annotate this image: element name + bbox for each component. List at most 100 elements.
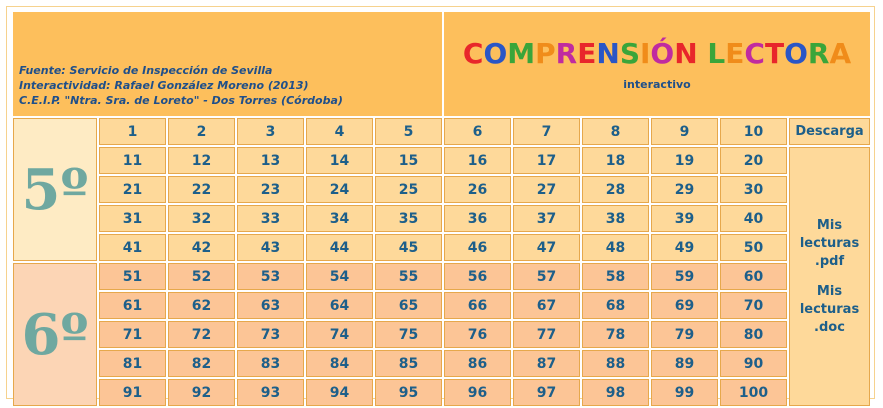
reading-link[interactable]: 56: [444, 263, 511, 290]
reading-link[interactable]: 44: [306, 234, 373, 261]
reading-link[interactable]: 4: [306, 118, 373, 145]
reading-link[interactable]: 34: [306, 205, 373, 232]
reading-link[interactable]: 51: [99, 263, 166, 290]
reading-link[interactable]: 99: [651, 379, 718, 406]
reading-link[interactable]: 91: [99, 379, 166, 406]
reading-link[interactable]: 31: [99, 205, 166, 232]
reading-link[interactable]: 58: [582, 263, 649, 290]
reading-link[interactable]: 36: [444, 205, 511, 232]
reading-link[interactable]: 49: [651, 234, 718, 261]
reading-link[interactable]: 90: [720, 350, 787, 377]
reading-link[interactable]: 84: [306, 350, 373, 377]
reading-link[interactable]: 52: [168, 263, 235, 290]
reading-link[interactable]: 64: [306, 292, 373, 319]
reading-link[interactable]: 94: [306, 379, 373, 406]
reading-link[interactable]: 53: [237, 263, 304, 290]
reading-link[interactable]: 68: [582, 292, 649, 319]
reading-link[interactable]: 15: [375, 147, 442, 174]
reading-link[interactable]: 61: [99, 292, 166, 319]
reading-link[interactable]: 28: [582, 176, 649, 203]
reading-link[interactable]: 81: [99, 350, 166, 377]
reading-link[interactable]: 46: [444, 234, 511, 261]
reading-link[interactable]: 13: [237, 147, 304, 174]
reading-link[interactable]: 33: [237, 205, 304, 232]
reading-link[interactable]: 30: [720, 176, 787, 203]
reading-link[interactable]: 71: [99, 321, 166, 348]
reading-link[interactable]: 40: [720, 205, 787, 232]
reading-link[interactable]: 21: [99, 176, 166, 203]
reading-link[interactable]: 41: [99, 234, 166, 261]
reading-link[interactable]: 25: [375, 176, 442, 203]
reading-link[interactable]: 32: [168, 205, 235, 232]
reading-link[interactable]: 66: [444, 292, 511, 319]
reading-link[interactable]: 1: [99, 118, 166, 145]
reading-link[interactable]: 93: [237, 379, 304, 406]
reading-link[interactable]: 45: [375, 234, 442, 261]
reading-link[interactable]: 43: [237, 234, 304, 261]
download-link[interactable]: Mis lecturas .doc: [800, 283, 860, 337]
reading-link[interactable]: 3: [237, 118, 304, 145]
reading-link[interactable]: 82: [168, 350, 235, 377]
reading-link[interactable]: 63: [237, 292, 304, 319]
reading-link[interactable]: 48: [582, 234, 649, 261]
reading-link[interactable]: 76: [444, 321, 511, 348]
reading-link[interactable]: 50: [720, 234, 787, 261]
reading-link[interactable]: 87: [513, 350, 580, 377]
reading-link[interactable]: 16: [444, 147, 511, 174]
reading-link[interactable]: 57: [513, 263, 580, 290]
reading-link[interactable]: 20: [720, 147, 787, 174]
reading-link[interactable]: 85: [375, 350, 442, 377]
reading-link[interactable]: 62: [168, 292, 235, 319]
reading-link[interactable]: 23: [237, 176, 304, 203]
reading-link[interactable]: 14: [306, 147, 373, 174]
reading-link[interactable]: 83: [237, 350, 304, 377]
reading-link[interactable]: 27: [513, 176, 580, 203]
reading-link[interactable]: 70: [720, 292, 787, 319]
reading-link[interactable]: 73: [237, 321, 304, 348]
reading-link[interactable]: 9: [651, 118, 718, 145]
reading-link[interactable]: 18: [582, 147, 649, 174]
reading-link[interactable]: 6: [444, 118, 511, 145]
reading-link[interactable]: 2: [168, 118, 235, 145]
reading-link[interactable]: 89: [651, 350, 718, 377]
reading-link[interactable]: 78: [582, 321, 649, 348]
reading-link[interactable]: 39: [651, 205, 718, 232]
reading-link[interactable]: 97: [513, 379, 580, 406]
reading-link[interactable]: 88: [582, 350, 649, 377]
reading-link[interactable]: 22: [168, 176, 235, 203]
reading-link[interactable]: 77: [513, 321, 580, 348]
reading-link[interactable]: 38: [582, 205, 649, 232]
reading-link[interactable]: 59: [651, 263, 718, 290]
download-link[interactable]: Mis lecturas .pdf: [800, 217, 860, 271]
reading-link[interactable]: 98: [582, 379, 649, 406]
reading-link[interactable]: 95: [375, 379, 442, 406]
reading-link[interactable]: 35: [375, 205, 442, 232]
reading-link[interactable]: 69: [651, 292, 718, 319]
reading-link[interactable]: 5: [375, 118, 442, 145]
reading-link[interactable]: 96: [444, 379, 511, 406]
reading-link[interactable]: 37: [513, 205, 580, 232]
reading-link[interactable]: 8: [582, 118, 649, 145]
reading-link[interactable]: 29: [651, 176, 718, 203]
reading-link[interactable]: 7: [513, 118, 580, 145]
reading-link[interactable]: 75: [375, 321, 442, 348]
reading-link[interactable]: 17: [513, 147, 580, 174]
reading-link[interactable]: 79: [651, 321, 718, 348]
reading-link[interactable]: 24: [306, 176, 373, 203]
reading-link[interactable]: 92: [168, 379, 235, 406]
reading-link[interactable]: 11: [99, 147, 166, 174]
reading-link[interactable]: 26: [444, 176, 511, 203]
reading-link[interactable]: 54: [306, 263, 373, 290]
reading-link[interactable]: 10: [720, 118, 787, 145]
reading-link[interactable]: 60: [720, 263, 787, 290]
reading-link[interactable]: 100: [720, 379, 787, 406]
reading-link[interactable]: 65: [375, 292, 442, 319]
reading-link[interactable]: 55: [375, 263, 442, 290]
reading-link[interactable]: 86: [444, 350, 511, 377]
reading-link[interactable]: 42: [168, 234, 235, 261]
reading-link[interactable]: 12: [168, 147, 235, 174]
reading-link[interactable]: 19: [651, 147, 718, 174]
reading-link[interactable]: 74: [306, 321, 373, 348]
reading-link[interactable]: 72: [168, 321, 235, 348]
reading-link[interactable]: 67: [513, 292, 580, 319]
